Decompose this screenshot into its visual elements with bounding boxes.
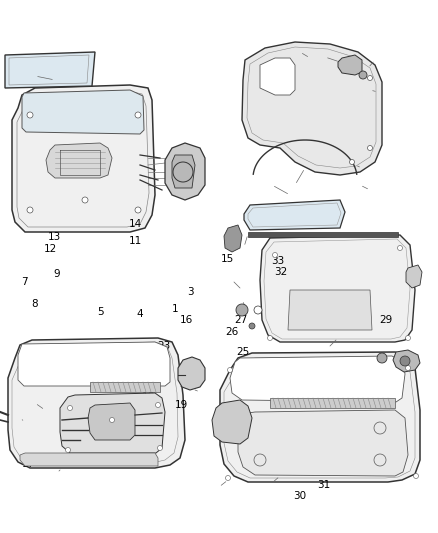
Text: 9: 9 (53, 270, 60, 279)
Polygon shape (90, 382, 160, 392)
Text: 28: 28 (353, 310, 366, 319)
Polygon shape (393, 350, 420, 372)
Text: 24: 24 (276, 419, 289, 429)
Text: 12: 12 (44, 244, 57, 254)
Circle shape (367, 146, 372, 150)
Text: 3: 3 (187, 287, 194, 297)
Polygon shape (46, 143, 112, 178)
Polygon shape (60, 393, 165, 453)
Text: 27: 27 (234, 315, 247, 325)
Circle shape (67, 406, 73, 410)
Polygon shape (224, 225, 242, 252)
Circle shape (367, 76, 372, 80)
Circle shape (158, 446, 162, 450)
Polygon shape (5, 52, 95, 88)
Circle shape (406, 366, 410, 370)
Polygon shape (288, 290, 372, 330)
Polygon shape (88, 403, 135, 440)
Circle shape (135, 207, 141, 213)
Circle shape (227, 367, 233, 373)
Circle shape (27, 207, 33, 213)
Circle shape (350, 159, 354, 165)
Text: 30: 30 (293, 491, 307, 500)
Text: 15: 15 (221, 254, 234, 263)
Circle shape (400, 356, 410, 366)
Circle shape (254, 306, 262, 314)
Circle shape (268, 335, 272, 341)
Text: 26: 26 (226, 327, 239, 336)
Text: 14: 14 (129, 219, 142, 229)
Polygon shape (20, 453, 158, 466)
Polygon shape (165, 143, 205, 200)
Circle shape (406, 335, 410, 341)
Circle shape (359, 71, 367, 79)
Text: 11: 11 (129, 236, 142, 246)
Text: 4: 4 (137, 310, 144, 319)
Text: 7: 7 (21, 278, 28, 287)
Polygon shape (212, 400, 252, 444)
Circle shape (398, 246, 403, 251)
Circle shape (66, 448, 71, 453)
Polygon shape (260, 58, 295, 95)
Circle shape (82, 197, 88, 203)
Circle shape (249, 323, 255, 329)
Text: 5: 5 (97, 307, 104, 317)
Polygon shape (220, 352, 420, 482)
Polygon shape (260, 235, 415, 342)
Text: 1: 1 (172, 304, 179, 314)
Circle shape (413, 473, 418, 479)
Text: 21: 21 (368, 459, 381, 469)
Circle shape (135, 112, 141, 118)
Polygon shape (178, 357, 205, 390)
Polygon shape (244, 200, 345, 230)
Text: 16: 16 (180, 315, 193, 325)
Text: 25: 25 (237, 347, 250, 357)
Circle shape (155, 402, 160, 408)
Text: 18: 18 (142, 392, 155, 402)
Text: 23: 23 (158, 342, 171, 351)
Circle shape (377, 353, 387, 363)
Circle shape (236, 304, 248, 316)
Text: 33: 33 (272, 256, 285, 266)
Circle shape (110, 417, 114, 423)
Text: 8: 8 (32, 299, 39, 309)
Circle shape (272, 253, 278, 257)
Polygon shape (12, 85, 155, 232)
Text: 18: 18 (120, 358, 134, 367)
Text: 20: 20 (180, 379, 193, 389)
Text: 13: 13 (48, 232, 61, 242)
Circle shape (350, 69, 354, 75)
Polygon shape (242, 42, 382, 175)
Text: 17: 17 (22, 459, 35, 469)
Circle shape (226, 475, 230, 481)
Polygon shape (338, 55, 362, 75)
Text: 22: 22 (372, 384, 385, 394)
Polygon shape (172, 155, 195, 188)
Text: 32: 32 (274, 267, 287, 277)
Text: 29: 29 (379, 315, 392, 325)
Text: 31: 31 (318, 480, 331, 490)
Polygon shape (238, 410, 408, 476)
Polygon shape (270, 398, 395, 408)
Polygon shape (230, 356, 405, 402)
Polygon shape (248, 232, 398, 237)
Polygon shape (18, 342, 170, 386)
Polygon shape (8, 338, 185, 468)
Text: 19: 19 (175, 400, 188, 410)
Polygon shape (406, 265, 422, 288)
Circle shape (27, 112, 33, 118)
Polygon shape (22, 90, 144, 134)
